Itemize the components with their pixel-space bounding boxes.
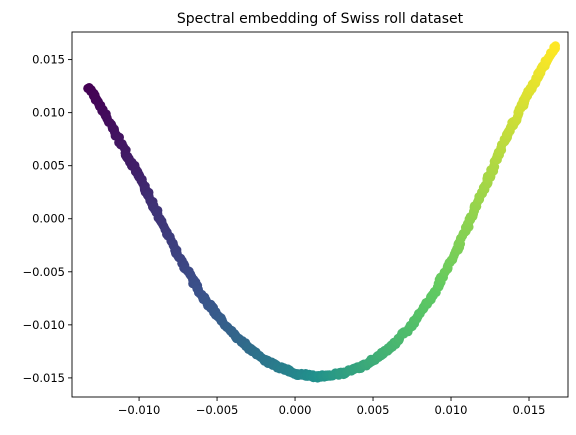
y-tick-label: 0.015 xyxy=(32,53,65,67)
x-tick-label: −0.010 xyxy=(118,403,161,417)
x-axis: −0.010 −0.005 0.000 0.005 0.010 0.015 xyxy=(118,397,546,417)
chart-title: Spectral embedding of Swiss roll dataset xyxy=(177,11,464,27)
y-tick-label: −0.010 xyxy=(22,318,65,332)
x-tick-label: 0.005 xyxy=(357,403,390,417)
y-tick-label: 0.000 xyxy=(32,212,65,226)
x-tick-label: 0.010 xyxy=(435,403,468,417)
x-tick-label: 0.000 xyxy=(279,403,312,417)
x-tick-label: −0.005 xyxy=(196,403,239,417)
y-tick-label: −0.005 xyxy=(22,265,65,279)
y-tick-label: 0.005 xyxy=(32,159,65,173)
data-point xyxy=(551,41,561,51)
data-points xyxy=(83,41,561,383)
y-tick-label: −0.015 xyxy=(22,371,65,385)
plot-frame xyxy=(71,31,569,398)
y-tick-label: 0.010 xyxy=(32,106,65,120)
x-tick-label: 0.015 xyxy=(513,403,546,417)
y-axis: −0.015 −0.010 −0.005 0.000 0.005 0.010 0.015 xyxy=(22,53,72,385)
